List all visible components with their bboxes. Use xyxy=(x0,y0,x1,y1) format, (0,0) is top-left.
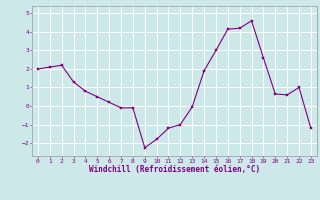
X-axis label: Windchill (Refroidissement éolien,°C): Windchill (Refroidissement éolien,°C) xyxy=(89,165,260,174)
